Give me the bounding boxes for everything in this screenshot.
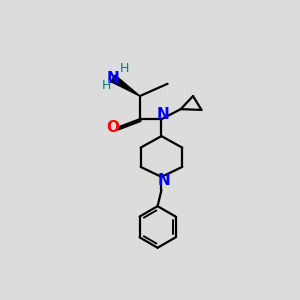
Text: N: N xyxy=(106,71,119,86)
Text: O: O xyxy=(106,120,119,135)
Text: H: H xyxy=(120,62,129,75)
Text: N: N xyxy=(157,107,169,122)
Text: H: H xyxy=(101,79,111,92)
Polygon shape xyxy=(111,75,140,96)
Text: N: N xyxy=(158,173,170,188)
